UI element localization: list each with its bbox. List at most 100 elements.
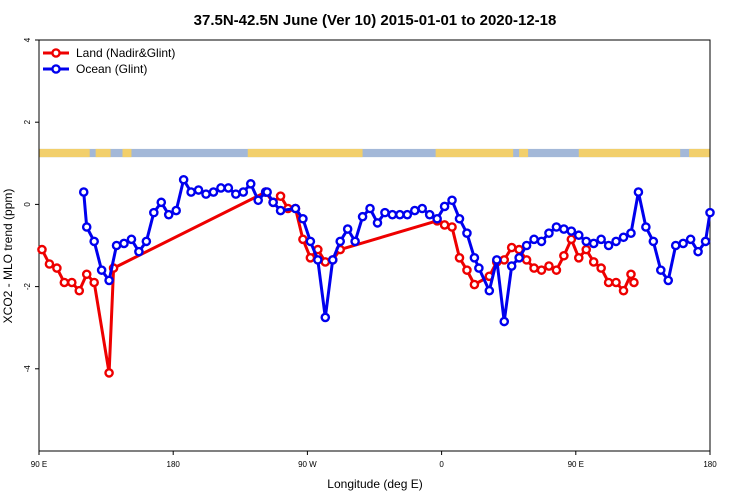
data-point xyxy=(573,230,584,241)
data-point xyxy=(499,316,510,327)
data-point xyxy=(633,187,644,197)
data-point xyxy=(611,277,621,288)
legend-entry: Ocean (Glint) xyxy=(76,62,147,76)
data-point xyxy=(290,203,301,214)
data-point xyxy=(559,224,569,234)
data-point xyxy=(335,236,346,247)
data-point xyxy=(611,236,621,247)
legend-swatch-point xyxy=(51,48,61,58)
data-point xyxy=(603,240,614,251)
data-point xyxy=(462,228,472,238)
data-point xyxy=(551,222,562,232)
data-point xyxy=(387,209,398,220)
series-line xyxy=(82,178,712,323)
legend-box xyxy=(40,41,200,81)
land-band-segment xyxy=(39,148,90,158)
data-point xyxy=(618,285,629,296)
data-point xyxy=(320,257,331,267)
data-point xyxy=(469,279,480,290)
data-point xyxy=(648,236,659,247)
data-point xyxy=(447,222,457,232)
data-point xyxy=(305,236,316,247)
data-point xyxy=(670,240,681,251)
data-point xyxy=(350,236,360,247)
data-point xyxy=(178,174,189,185)
data-point xyxy=(521,240,532,251)
data-point xyxy=(626,228,636,238)
data-point xyxy=(156,197,167,208)
data-point xyxy=(81,222,92,232)
data-point xyxy=(298,234,308,245)
data-point xyxy=(566,234,577,245)
data-point xyxy=(81,269,92,280)
data-point xyxy=(52,263,62,273)
land-band-segment xyxy=(689,148,710,158)
data-point xyxy=(529,234,539,245)
data-point xyxy=(262,187,272,197)
data-point xyxy=(372,218,383,228)
x-tick-label: 0 xyxy=(439,460,444,469)
data-point xyxy=(474,263,484,273)
data-point xyxy=(454,213,465,224)
data-point xyxy=(201,189,211,199)
data-point xyxy=(424,209,435,220)
data-point xyxy=(208,187,219,197)
data-point xyxy=(618,232,629,243)
land-band-segment xyxy=(95,148,111,158)
data-point xyxy=(231,189,241,199)
land-band-segment xyxy=(519,148,529,158)
y-axis-label: XCO2 - MLO trend (ppm) xyxy=(1,189,15,324)
data-point xyxy=(641,222,651,232)
ocean-band xyxy=(39,148,710,158)
data-point xyxy=(655,265,666,275)
x-tick-label: 90 E xyxy=(568,460,584,469)
data-point xyxy=(536,236,547,247)
data-point xyxy=(342,224,353,234)
data-point xyxy=(544,228,554,238)
data-point xyxy=(149,207,159,218)
data-point xyxy=(705,207,715,218)
data-point xyxy=(581,244,592,255)
data-point xyxy=(216,183,226,193)
x-tick-label: 180 xyxy=(703,460,717,469)
data-point xyxy=(700,236,711,247)
data-point xyxy=(432,213,442,224)
data-point xyxy=(245,179,256,189)
x-tick-label: 90 W xyxy=(298,460,317,469)
data-point xyxy=(163,209,174,220)
data-point xyxy=(126,234,137,245)
series-line xyxy=(40,190,636,375)
data-point xyxy=(395,209,405,220)
data-point xyxy=(141,236,152,247)
data-point xyxy=(134,246,144,257)
data-point xyxy=(529,263,539,273)
legend-swatch-point xyxy=(51,64,61,74)
chart-title: 37.5N-42.5N June (Ver 10) 2015-01-01 to … xyxy=(194,12,557,29)
data-point xyxy=(327,255,338,265)
data-point xyxy=(693,246,703,257)
data-point xyxy=(37,244,47,255)
data-point xyxy=(506,261,517,271)
x-axis-label: Longitude (deg E) xyxy=(327,477,422,491)
legend-entry: Land (Nadir&Glint) xyxy=(76,46,175,60)
data-point xyxy=(521,255,532,265)
data-point xyxy=(439,201,450,212)
y-tick-label: -2 xyxy=(23,282,32,290)
x-axis: 90 E 180 90 W 0 90 E 180 xyxy=(31,451,717,469)
data-point xyxy=(365,203,375,214)
data-point xyxy=(685,234,696,245)
data-point xyxy=(678,238,688,249)
data-point xyxy=(588,238,599,249)
data-point xyxy=(469,253,480,263)
data-point xyxy=(313,255,323,265)
data-point xyxy=(96,265,107,275)
data-point xyxy=(491,255,502,265)
data-point xyxy=(484,285,495,296)
data-point xyxy=(89,236,99,247)
data-point xyxy=(402,209,413,220)
data-point xyxy=(59,277,70,288)
data-point xyxy=(544,261,554,271)
land-band-segment xyxy=(122,148,132,158)
series-layer xyxy=(37,174,715,378)
data-point xyxy=(67,277,77,288)
